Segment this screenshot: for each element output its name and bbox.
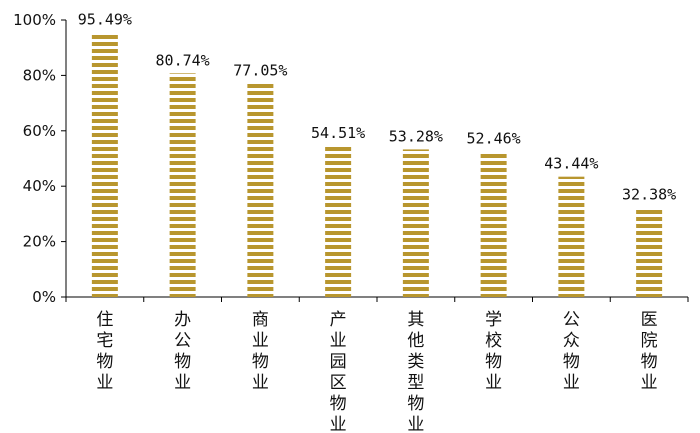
bar-value-label: 32.38% bbox=[622, 185, 676, 203]
bar-value-label: 54.51% bbox=[311, 124, 365, 142]
y-tick-label: 0% bbox=[32, 288, 56, 306]
bar-value-label: 53.28% bbox=[389, 127, 443, 145]
bar-value-label: 43.44% bbox=[544, 155, 598, 173]
category-label: 产业园区物业 bbox=[330, 310, 347, 433]
y-tick-label: 80% bbox=[23, 66, 56, 84]
plot-area: 0% 20% 40% 60% 80% 100% 95.49% 住宅物业 80.74% 办公物业 77… bbox=[13, 10, 689, 433]
bar bbox=[558, 176, 585, 297]
category-label: 住宅物业 bbox=[96, 310, 113, 393]
bar bbox=[480, 151, 507, 297]
category-label: 商业物业 bbox=[252, 310, 269, 393]
category-label: 办公物业 bbox=[174, 310, 191, 393]
category-label: 学校物业 bbox=[485, 310, 502, 393]
bar-value-label: 77.05% bbox=[233, 62, 287, 80]
bar bbox=[91, 32, 118, 297]
bar bbox=[402, 149, 429, 297]
bar-value-label: 52.46% bbox=[467, 130, 521, 148]
category-label: 公众物业 bbox=[563, 310, 580, 393]
y-tick-label: 20% bbox=[23, 233, 56, 251]
y-tick-label: 40% bbox=[23, 177, 56, 195]
bar bbox=[247, 83, 274, 297]
bar bbox=[325, 146, 352, 297]
bar bbox=[169, 73, 196, 298]
category-label: 其他类型物业 bbox=[407, 310, 424, 433]
y-tick-label: 100% bbox=[13, 11, 56, 29]
y-tick-label: 60% bbox=[23, 122, 56, 140]
category-label: 医院物业 bbox=[641, 310, 658, 393]
bar-value-label: 95.49% bbox=[78, 10, 132, 28]
bar bbox=[636, 207, 663, 297]
bar-value-label: 80.74% bbox=[156, 51, 210, 69]
